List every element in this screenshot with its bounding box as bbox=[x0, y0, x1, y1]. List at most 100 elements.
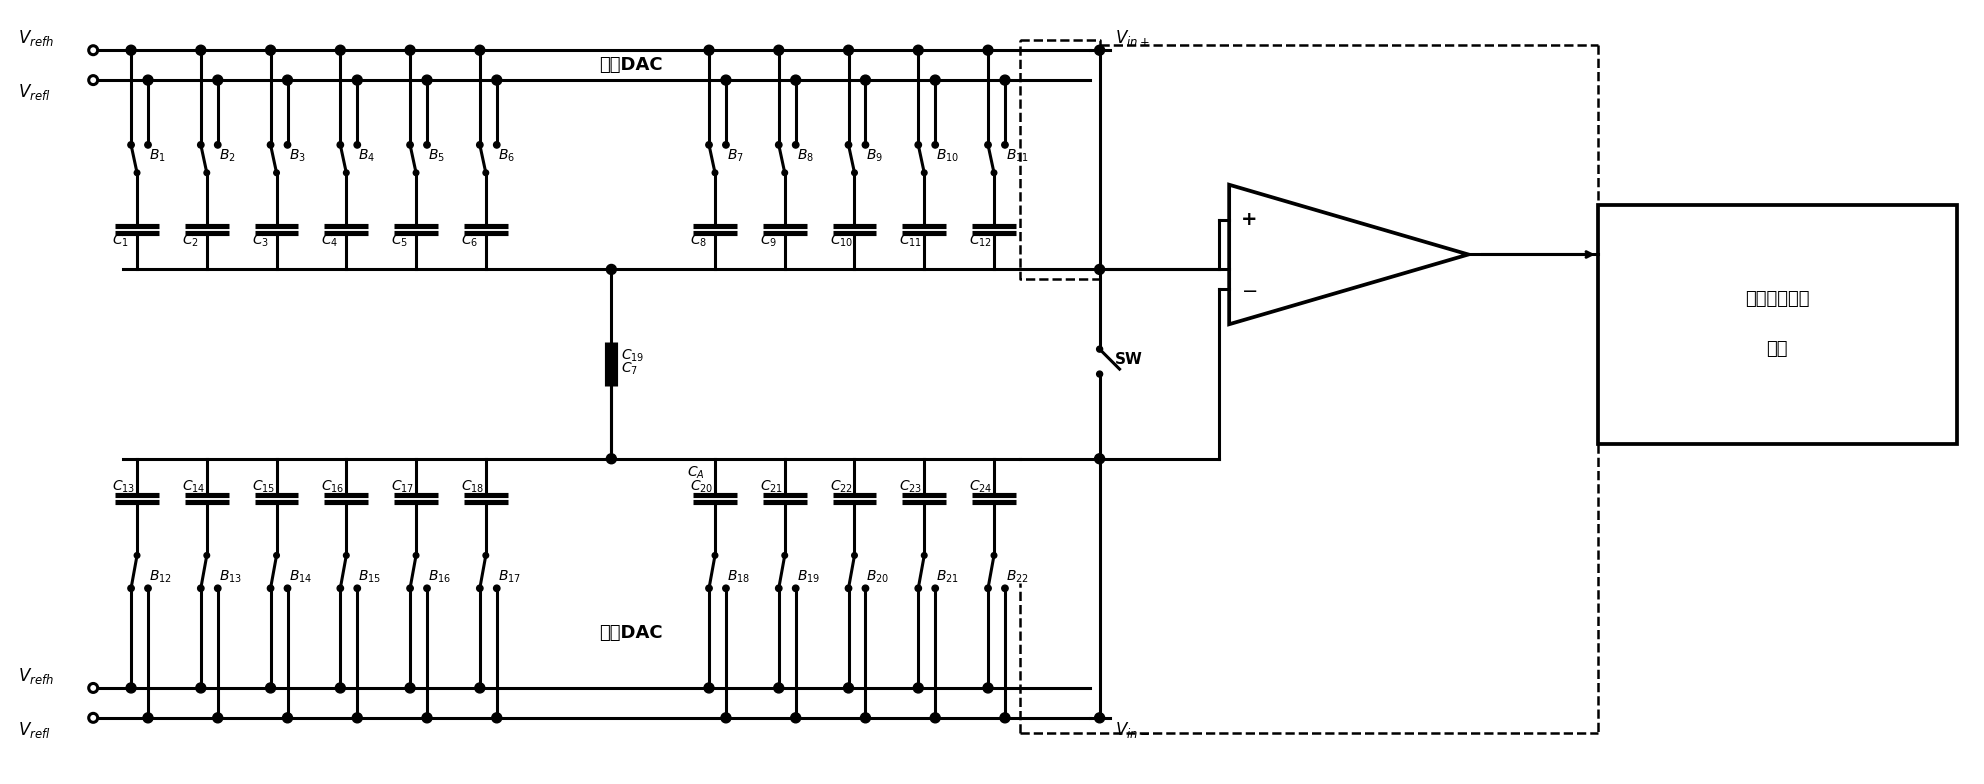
Circle shape bbox=[915, 142, 921, 148]
Circle shape bbox=[145, 142, 151, 148]
Circle shape bbox=[337, 585, 343, 591]
Text: $C_{13}$: $C_{13}$ bbox=[113, 478, 135, 495]
Circle shape bbox=[1095, 45, 1105, 55]
Text: $B_{12}$: $B_{12}$ bbox=[149, 569, 173, 586]
Circle shape bbox=[423, 713, 433, 723]
Circle shape bbox=[984, 142, 992, 148]
Text: $C_{3}$: $C_{3}$ bbox=[252, 233, 268, 249]
Circle shape bbox=[930, 713, 940, 723]
Circle shape bbox=[1097, 347, 1103, 352]
Circle shape bbox=[845, 142, 851, 148]
Circle shape bbox=[266, 683, 276, 693]
Circle shape bbox=[204, 553, 210, 558]
Text: +: + bbox=[1240, 210, 1258, 229]
Circle shape bbox=[845, 585, 851, 591]
Text: $C_{20}$: $C_{20}$ bbox=[690, 478, 714, 495]
Circle shape bbox=[413, 553, 419, 558]
Circle shape bbox=[476, 142, 482, 148]
Circle shape bbox=[413, 170, 419, 176]
Text: $C_{2}$: $C_{2}$ bbox=[183, 233, 198, 249]
Circle shape bbox=[992, 170, 996, 176]
Circle shape bbox=[214, 142, 220, 148]
Text: $V_{refh}$: $V_{refh}$ bbox=[18, 28, 54, 49]
Circle shape bbox=[343, 553, 349, 558]
Circle shape bbox=[861, 713, 871, 723]
Text: $B_{15}$: $B_{15}$ bbox=[359, 569, 381, 586]
Circle shape bbox=[1095, 713, 1105, 723]
Text: $V_{refh}$: $V_{refh}$ bbox=[18, 666, 54, 686]
Text: $C_{10}$: $C_{10}$ bbox=[829, 233, 853, 249]
Circle shape bbox=[214, 585, 220, 591]
Circle shape bbox=[792, 585, 800, 591]
Circle shape bbox=[851, 553, 857, 558]
Circle shape bbox=[282, 713, 292, 723]
Circle shape bbox=[1002, 585, 1008, 591]
Text: $C_{6}$: $C_{6}$ bbox=[460, 233, 478, 249]
Circle shape bbox=[863, 585, 869, 591]
Circle shape bbox=[353, 142, 361, 148]
Text: $B_{11}$: $B_{11}$ bbox=[1006, 148, 1030, 165]
Circle shape bbox=[706, 142, 712, 148]
Circle shape bbox=[482, 170, 488, 176]
Circle shape bbox=[722, 142, 730, 148]
Text: 逻辑: 逻辑 bbox=[1766, 340, 1788, 358]
Text: $C_A$: $C_A$ bbox=[686, 464, 704, 481]
Circle shape bbox=[843, 683, 853, 693]
Circle shape bbox=[335, 683, 345, 693]
Text: $B_{6}$: $B_{6}$ bbox=[498, 148, 514, 165]
Circle shape bbox=[204, 170, 210, 176]
Text: $V_{refl}$: $V_{refl}$ bbox=[18, 720, 52, 740]
Circle shape bbox=[196, 683, 206, 693]
Circle shape bbox=[851, 170, 857, 176]
Text: $B_{22}$: $B_{22}$ bbox=[1006, 569, 1030, 586]
Text: 正端DAC: 正端DAC bbox=[599, 56, 663, 74]
Circle shape bbox=[792, 75, 802, 85]
Circle shape bbox=[492, 75, 502, 85]
Text: $B_{5}$: $B_{5}$ bbox=[429, 148, 444, 165]
Circle shape bbox=[992, 553, 996, 558]
Circle shape bbox=[722, 585, 730, 591]
Text: $C_{5}$: $C_{5}$ bbox=[391, 233, 409, 249]
Text: $B_{18}$: $B_{18}$ bbox=[726, 569, 750, 586]
Circle shape bbox=[492, 713, 502, 723]
Circle shape bbox=[196, 45, 206, 55]
Circle shape bbox=[843, 45, 853, 55]
Circle shape bbox=[135, 170, 139, 176]
Text: $B_{7}$: $B_{7}$ bbox=[726, 148, 744, 165]
Text: $V_{refl}$: $V_{refl}$ bbox=[18, 82, 52, 102]
Circle shape bbox=[984, 585, 992, 591]
Circle shape bbox=[1095, 454, 1105, 464]
Circle shape bbox=[282, 75, 292, 85]
Circle shape bbox=[1095, 264, 1105, 274]
Circle shape bbox=[607, 264, 617, 274]
Circle shape bbox=[915, 585, 921, 591]
Text: $B_{10}$: $B_{10}$ bbox=[936, 148, 960, 165]
Circle shape bbox=[474, 683, 484, 693]
Text: $C_{9}$: $C_{9}$ bbox=[760, 233, 778, 249]
Text: $B_{9}$: $B_{9}$ bbox=[867, 148, 883, 165]
Circle shape bbox=[792, 142, 800, 148]
Circle shape bbox=[127, 142, 135, 148]
Circle shape bbox=[1000, 75, 1010, 85]
Circle shape bbox=[89, 45, 97, 55]
Circle shape bbox=[425, 142, 431, 148]
Circle shape bbox=[494, 142, 500, 148]
Circle shape bbox=[704, 45, 714, 55]
Circle shape bbox=[776, 585, 782, 591]
Circle shape bbox=[720, 713, 730, 723]
Circle shape bbox=[913, 45, 923, 55]
Text: $C_{8}$: $C_{8}$ bbox=[690, 233, 706, 249]
Circle shape bbox=[704, 683, 714, 693]
Circle shape bbox=[932, 142, 938, 148]
Circle shape bbox=[127, 585, 135, 591]
Circle shape bbox=[127, 45, 137, 55]
Text: $C_{14}$: $C_{14}$ bbox=[183, 478, 204, 495]
Circle shape bbox=[425, 585, 431, 591]
Text: 逐次逼近控制: 逐次逼近控制 bbox=[1746, 290, 1809, 308]
Circle shape bbox=[212, 713, 222, 723]
Text: $C_{16}$: $C_{16}$ bbox=[321, 478, 345, 495]
Text: $C_{17}$: $C_{17}$ bbox=[391, 478, 415, 495]
Circle shape bbox=[782, 170, 788, 176]
Text: $B_{14}$: $B_{14}$ bbox=[288, 569, 311, 586]
Circle shape bbox=[474, 45, 484, 55]
